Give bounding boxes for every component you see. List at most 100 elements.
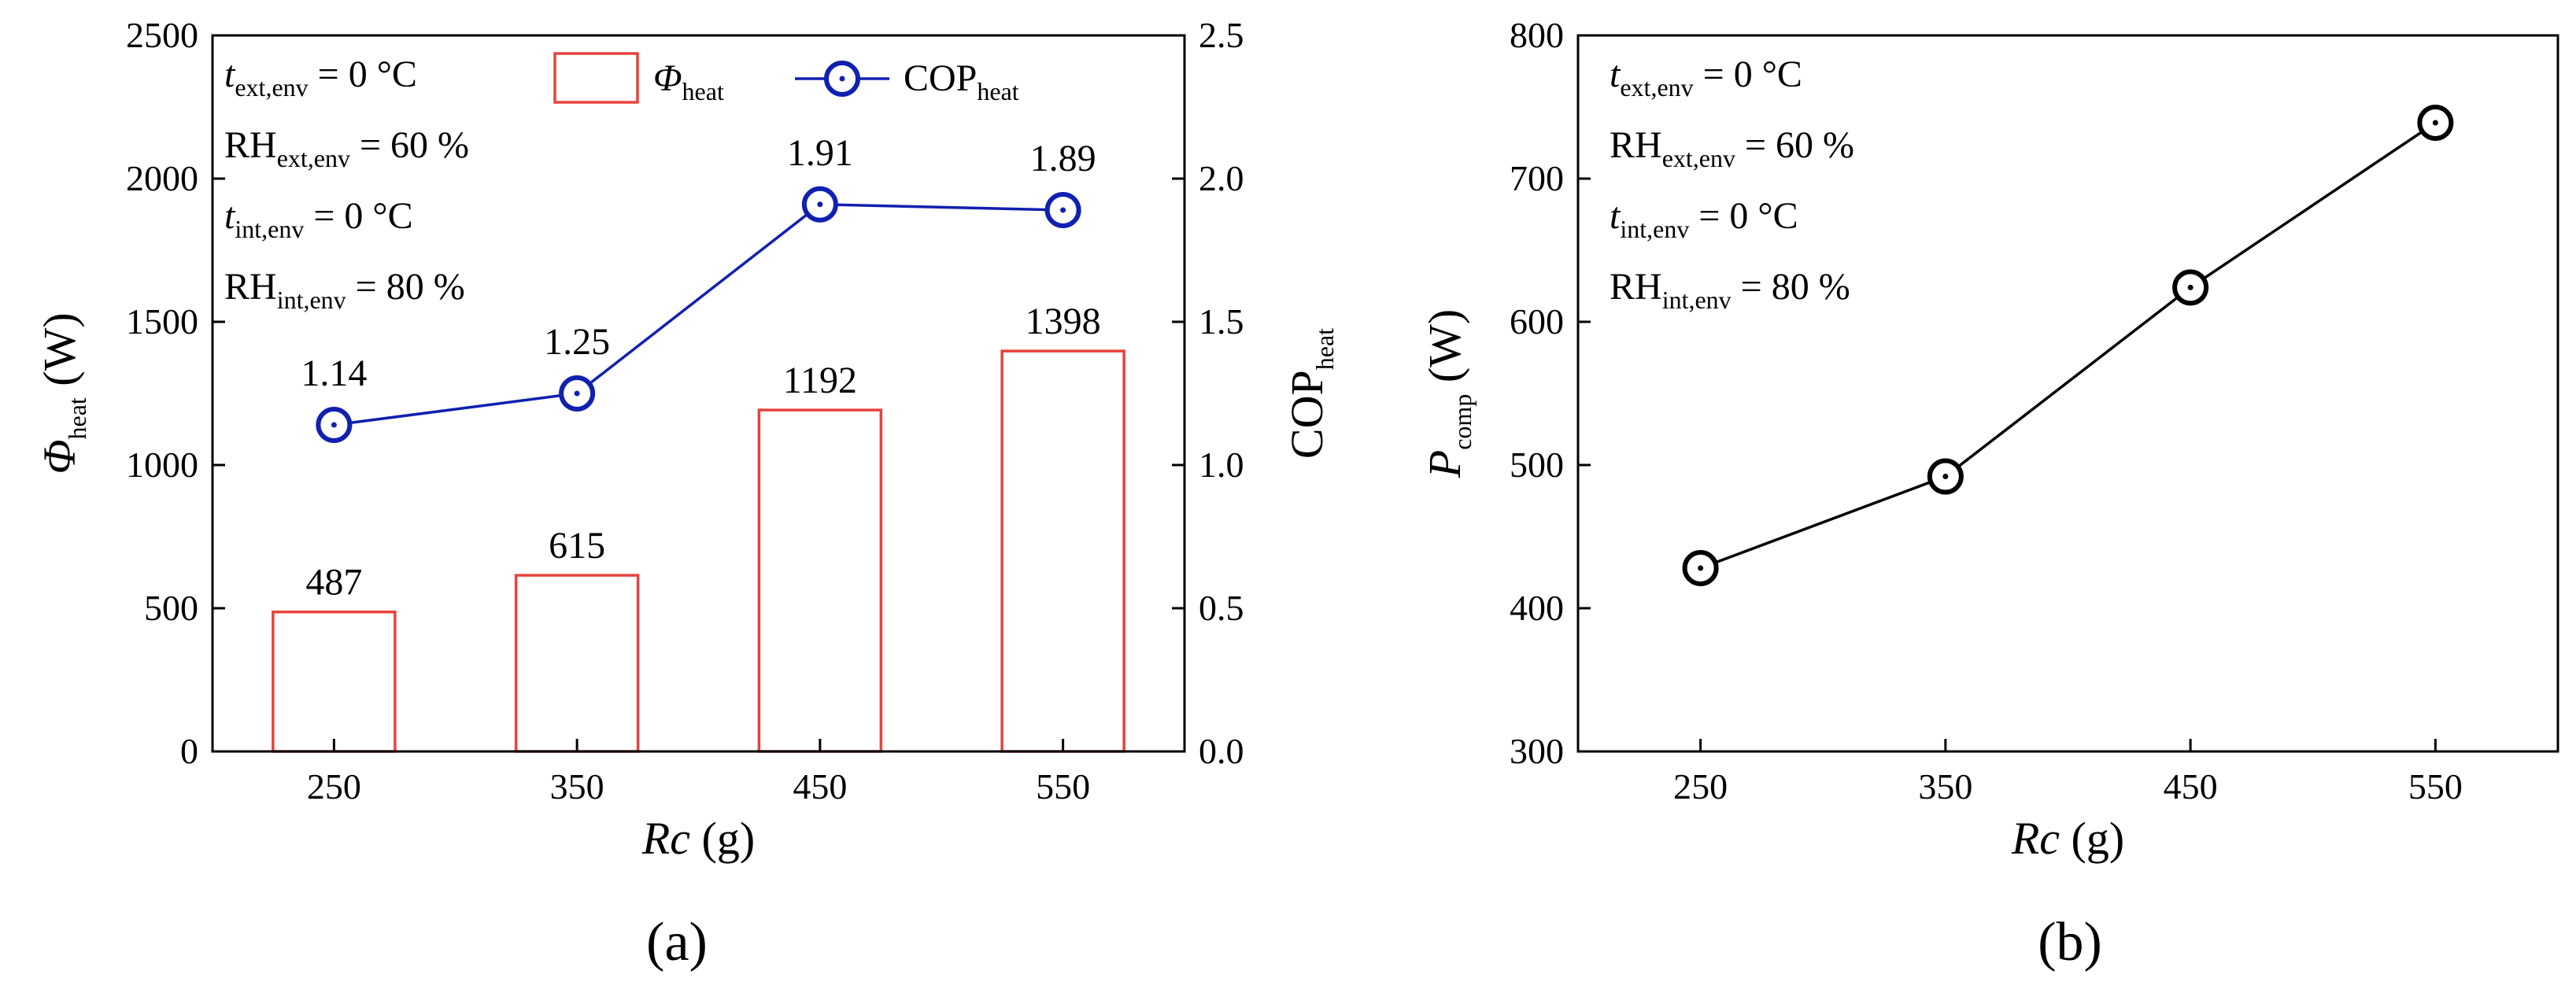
- x-tick-label: 450: [793, 766, 847, 807]
- legend-cop-heat-sub: heat: [977, 77, 1018, 105]
- condition-annotation-main: t: [1610, 195, 1621, 237]
- condition-annotation: RHext,env = 60 %: [1610, 124, 1854, 172]
- y2-tick-label: 0.5: [1199, 588, 1244, 628]
- y2-tick-label: 1.5: [1199, 301, 1244, 341]
- y-axis-title: Φheat (W): [34, 312, 91, 474]
- y2-axis-title-sub: heat: [1310, 328, 1339, 370]
- bar-value-label: 487: [305, 562, 362, 604]
- panel-label-b: (b): [2038, 912, 2102, 973]
- y-tick-label: 500: [1510, 445, 1564, 485]
- y2-tick-label: 2.5: [1199, 15, 1244, 55]
- y-tick-label: 0: [180, 731, 198, 771]
- condition-annotation-sub: ext,env: [235, 73, 308, 102]
- legend-phi-heat: Φheat: [653, 57, 724, 105]
- y-axis-title-space: [34, 386, 85, 398]
- y-axis-title-space: [1419, 382, 1470, 394]
- y2-tick-label: 1.0: [1199, 445, 1244, 485]
- y-axis-title-sub: comp: [1448, 394, 1476, 450]
- cop-value-label: 1.89: [1030, 138, 1096, 179]
- y-tick-label: 800: [1510, 15, 1564, 55]
- pcomp-line: [1700, 121, 2437, 570]
- x-axis-title-space: [690, 813, 702, 864]
- y-tick-label: 1500: [126, 301, 198, 341]
- y-axis-title-sub: heat: [63, 397, 91, 439]
- chart-a-phi-cop: 487 615 1192 1398 1.14 1.25 1.91 1.89 0 500 1000 15…: [34, 15, 1339, 973]
- y-axis-title-unit: (W): [1419, 309, 1470, 382]
- condition-annotation: tint,env = 0 °C: [224, 195, 413, 243]
- x-axis-title-main: Rc: [2011, 813, 2060, 864]
- condition-annotation-rest: = 80 %: [1732, 266, 1850, 308]
- chart-b-pcomp: 300 400 500 600 700 800 250 350 450 550 Rc (g) Pcom…: [1419, 15, 2559, 973]
- condition-annotation-sub: ext,env: [277, 144, 350, 172]
- legend-bar-swatch: [553, 52, 639, 104]
- x-tick-label: 550: [1036, 766, 1090, 807]
- cop-marker-dot: [331, 422, 337, 428]
- pcomp-marker-dot: [2187, 284, 2193, 290]
- x-axis-title-unit: (g): [702, 813, 756, 864]
- x-axis-title-space: [2060, 813, 2072, 864]
- bar-value-label: 615: [549, 525, 605, 567]
- x-tick-label: 550: [2408, 766, 2463, 807]
- pcomp-marker-dot: [1942, 474, 1949, 480]
- condition-annotation-sub: int,env: [277, 286, 346, 314]
- legend-phi-heat-sub: heat: [682, 77, 724, 105]
- legend-cop-heat: COPheat: [904, 57, 1019, 105]
- y2-axis-title: COPheat: [1281, 328, 1339, 459]
- y2-tick-label: 0.0: [1199, 731, 1244, 771]
- plot-frame-b: [1576, 34, 2559, 753]
- y-axis-title-unit: (W): [34, 312, 85, 386]
- condition-annotation-rest: = 80 %: [346, 266, 465, 308]
- y2-tick-label: 2.0: [1199, 158, 1244, 198]
- panel-label-a: (a): [646, 912, 708, 973]
- bar-phi-heat: [514, 574, 640, 753]
- bar-phi-heat: [272, 610, 397, 753]
- legend-cop-marker-dot: [839, 76, 845, 82]
- plot-frame-a: [211, 34, 1186, 753]
- condition-annotation-rest: = 60 %: [1735, 124, 1854, 166]
- pcomp-marker-dot: [1698, 565, 1704, 571]
- condition-annotation-sub: int,env: [1620, 215, 1689, 243]
- condition-annotation: RHint,env = 80 %: [224, 266, 465, 314]
- condition-annotation-rest: = 0 °C: [304, 195, 412, 237]
- condition-annotation-main: RH: [224, 124, 277, 166]
- condition-annotation-rest: = 0 °C: [1689, 195, 1798, 237]
- bar-value-label: 1398: [1026, 301, 1101, 342]
- pcomp-marker-dot: [2432, 120, 2438, 126]
- condition-annotation-main: t: [1610, 54, 1621, 95]
- condition-annotation-rest: = 0 °C: [309, 54, 417, 95]
- condition-annotation-sub: ext,env: [1662, 144, 1735, 172]
- y-tick-label: 600: [1510, 301, 1564, 341]
- cop-marker-dot: [817, 201, 823, 208]
- cop-marker-dot: [1060, 207, 1066, 213]
- condition-annotation: text,env = 0 °C: [1610, 54, 1802, 102]
- y-axis-title-main: Φ: [34, 440, 85, 474]
- y-tick-label: 500: [144, 588, 198, 628]
- condition-annotation-main: RH: [224, 266, 277, 308]
- y-axis-title-main: P: [1419, 450, 1470, 478]
- x-axis-title-unit: (g): [2072, 813, 2125, 864]
- bar-phi-heat: [1000, 349, 1125, 753]
- y-tick-label: 300: [1510, 731, 1564, 771]
- legend-cop-heat-main: COP: [904, 57, 977, 99]
- condition-annotation-sub: int,env: [1662, 286, 1732, 314]
- x-tick-label: 450: [2164, 766, 2218, 807]
- condition-annotation-sub: int,env: [235, 215, 304, 243]
- condition-annotation: tint,env = 0 °C: [1610, 195, 1798, 243]
- cop-value-label: 1.14: [301, 353, 367, 394]
- x-tick-label: 350: [1918, 766, 1972, 807]
- condition-annotation-rest: = 60 %: [350, 124, 469, 166]
- y-tick-label: 700: [1510, 158, 1564, 198]
- cop-marker-dot: [574, 390, 580, 397]
- y-tick-label: 2000: [126, 158, 198, 198]
- x-axis-title: Rc (g): [2011, 813, 2124, 864]
- y-tick-label: 2500: [126, 15, 198, 55]
- condition-annotation: RHint,env = 80 %: [1610, 266, 1850, 314]
- condition-annotation-main: RH: [1610, 124, 1662, 166]
- bar-value-label: 1192: [783, 360, 857, 401]
- y-axis-title: Pcomp (W): [1419, 309, 1476, 478]
- x-axis-title-main: Rc: [641, 813, 690, 864]
- condition-annotation: RHext,env = 60 %: [224, 124, 469, 172]
- condition-annotation: text,env = 0 °C: [224, 54, 417, 102]
- bar-phi-heat: [757, 408, 883, 753]
